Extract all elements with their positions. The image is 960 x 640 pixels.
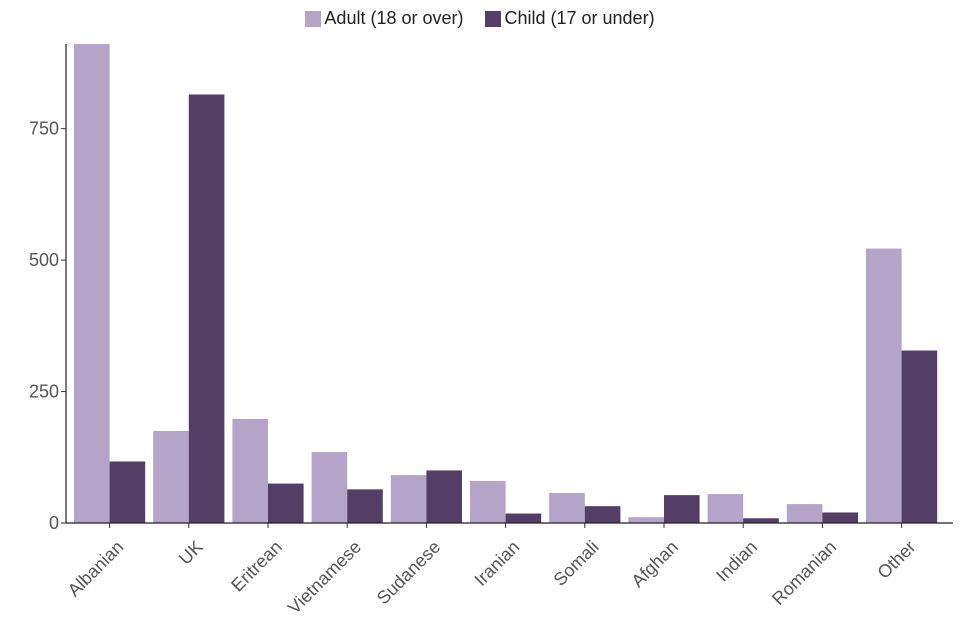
bar-adult-albanian: [74, 44, 110, 523]
bar-adult-afghan: [628, 517, 664, 523]
bar-child-albanian: [109, 461, 146, 523]
bar-adult-eritrean: [232, 418, 268, 523]
x-tick-label-somali: Somali: [550, 537, 603, 590]
y-tick-label-0: 0: [49, 513, 59, 533]
x-tick-label-indian: Indian: [712, 537, 761, 586]
bar-child-other: [901, 350, 938, 523]
y-axis: 0 250 500 750: [29, 44, 67, 533]
bar-child-somali: [584, 506, 621, 523]
bar-adult-somali: [549, 493, 585, 523]
bar-adult-iranian: [470, 480, 506, 523]
x-tick-label-albanian: Albanian: [64, 537, 128, 601]
bar-adult-other: [866, 248, 902, 523]
bar-child-afghan: [664, 495, 700, 523]
bars-group: [74, 44, 938, 523]
bar-child-vietnamese: [347, 489, 383, 523]
legend-item-adult: Adult (18 or over): [305, 8, 463, 29]
y-tick-label-500: 500: [29, 250, 59, 270]
bar-adult-romanian: [786, 504, 823, 523]
legend-swatch-adult: [305, 10, 322, 27]
legend-label-child: Child (17 or under): [504, 8, 655, 28]
bar-adult-vietnamese: [311, 452, 348, 523]
bar-child-uk: [188, 94, 225, 523]
legend: Adult (18 or over) Child (17 or under): [0, 8, 960, 29]
x-tick-label-romanian: Romanian: [768, 537, 840, 609]
y-tick-label-750: 750: [29, 119, 59, 139]
x-tick-label-uk: UK: [175, 537, 207, 569]
legend-label-adult: Adult (18 or over): [324, 8, 464, 28]
bar-child-indian: [743, 518, 779, 523]
bar-child-iranian: [505, 513, 542, 523]
bar-child-romanian: [822, 512, 858, 523]
x-tick-label-afghan: Afghan: [627, 537, 681, 591]
x-tick-label-vietnamese: Vietnamese: [284, 537, 365, 618]
bar-adult-uk: [153, 430, 189, 523]
x-tick-label-sudanese: Sudanese: [373, 537, 444, 608]
bar-child-eritrean: [268, 483, 304, 523]
legend-swatch-child: [485, 10, 502, 27]
legend-item-child: Child (17 or under): [485, 8, 655, 29]
x-tick-label-eritrean: Eritrean: [227, 537, 286, 596]
x-tick-label-iranian: Iranian: [470, 537, 523, 590]
y-tick-label-250: 250: [29, 382, 59, 402]
bar-adult-indian: [707, 494, 744, 523]
bar-adult-sudanese: [390, 475, 427, 523]
bar-child-sudanese: [426, 470, 462, 523]
x-tick-label-other: Other: [873, 537, 919, 583]
